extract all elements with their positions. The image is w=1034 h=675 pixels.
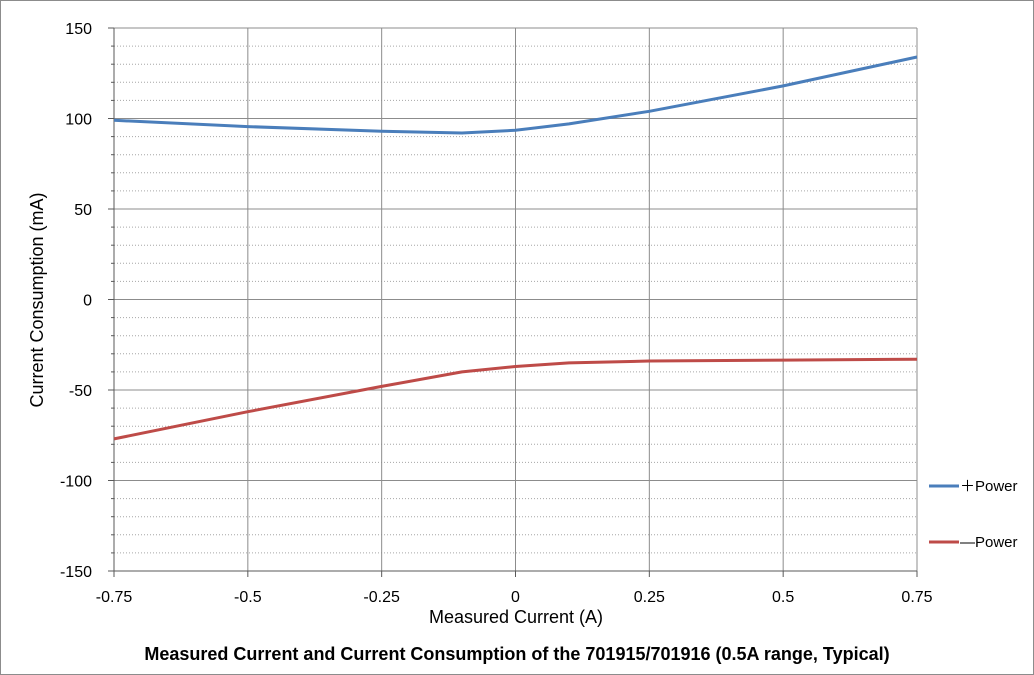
gridlines: [113, 27, 918, 572]
x-tick-label: 0.75: [901, 589, 932, 606]
axes: [108, 27, 918, 577]
x-tick-label: -0.5: [234, 589, 262, 606]
legend-label-1: —Power: [960, 534, 1018, 551]
y-tick-label: -100: [60, 474, 92, 491]
x-tick-label: 0: [511, 589, 520, 606]
legend: ＋Power —Power: [929, 478, 1018, 551]
y-tick-label: 100: [65, 112, 92, 129]
series-lines: [113, 55, 918, 441]
series-line-1: [113, 357, 918, 441]
legend-label-0: ＋Power: [960, 478, 1018, 495]
y-tick-label: 150: [65, 21, 92, 38]
x-tick-label: -0.25: [363, 589, 400, 606]
chart-title: Measured Current and Current Consumption…: [144, 644, 890, 664]
y-tick-label: -150: [60, 564, 92, 581]
series-line-0: [113, 55, 918, 135]
tick-labels: 150 100 50 0 -50 -100 -150-0.75 -0.5 -0.25 0 0.25 0…: [60, 21, 933, 606]
y-tick-label: -50: [69, 383, 92, 400]
y-tick-label: 50: [74, 202, 92, 219]
x-tick-label: -0.75: [96, 589, 133, 606]
y-tick-label: 0: [83, 293, 92, 310]
y-axis-title: Current Consumption (mA): [27, 192, 47, 407]
x-tick-label: 0.5: [772, 589, 794, 606]
x-tick-label: 0.25: [634, 589, 665, 606]
x-axis-title: Measured Current (A): [429, 607, 603, 627]
